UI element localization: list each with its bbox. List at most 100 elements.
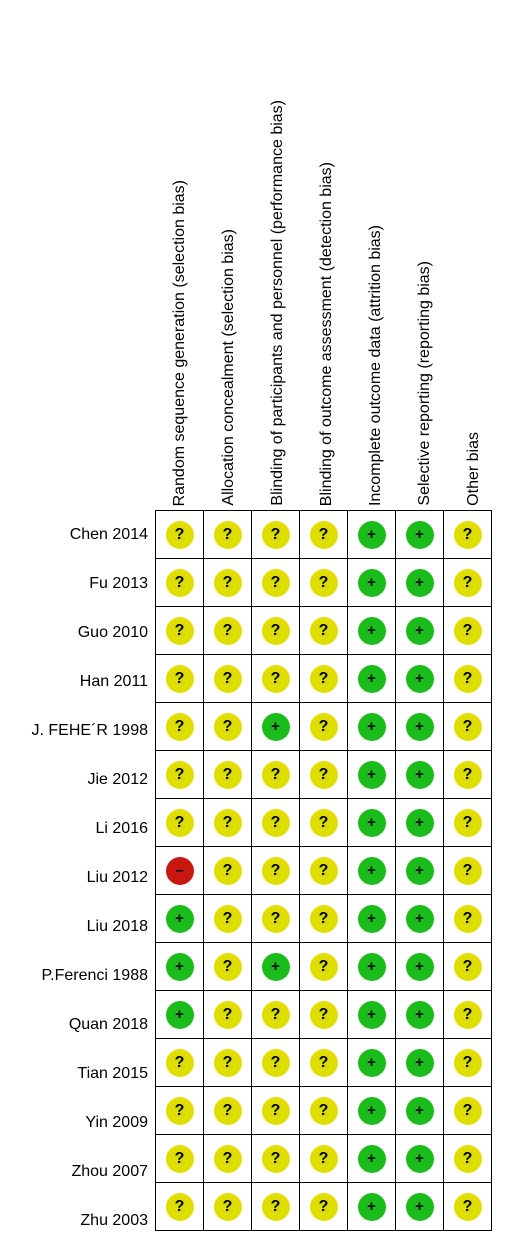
rating-cell: +	[395, 702, 444, 751]
table-row: ???? + +?	[155, 1038, 492, 1087]
table-row: ???? + +?	[155, 654, 492, 703]
unclear-risk-icon: ?	[213, 520, 242, 549]
unclear-risk-icon: ?	[309, 664, 338, 693]
rating-cell: ?	[203, 702, 252, 751]
rating-cell: ?	[203, 1086, 252, 1135]
rating-cell: +	[395, 654, 444, 703]
unclear-risk-icon: ?	[261, 760, 290, 789]
low-risk-icon: +	[357, 568, 386, 597]
unclear-risk-icon: ?	[261, 616, 290, 645]
study-label: Yin 2009	[85, 1114, 148, 1131]
rating-cell: ?	[251, 558, 300, 607]
table-row: ???? + +?	[155, 1182, 492, 1231]
low-risk-icon: +	[357, 1096, 386, 1125]
rating-cell: ?	[443, 654, 492, 703]
domain-header-label: Other bias	[465, 432, 482, 506]
low-risk-icon: +	[357, 520, 386, 549]
unclear-risk-icon: ?	[213, 1000, 242, 1029]
study-label: Liu 2012	[86, 869, 148, 886]
rating-cell: ?	[299, 558, 348, 607]
low-risk-icon: +	[405, 1096, 434, 1125]
risk-of-bias-grid: ???? + +????? + +????? + +????? + +??? +? + +????? +…	[155, 510, 492, 1231]
rating-cell: +	[395, 1086, 444, 1135]
low-risk-icon: +	[405, 904, 434, 933]
rating-cell: +	[347, 702, 396, 751]
rating-cell: ?	[203, 1134, 252, 1183]
unclear-risk-icon: ?	[261, 664, 290, 693]
unclear-risk-icon: ?	[309, 1000, 338, 1029]
rating-cell: +	[347, 654, 396, 703]
rating-cell: +	[347, 1182, 396, 1231]
unclear-risk-icon: ?	[261, 856, 290, 885]
unclear-risk-icon: ?	[453, 1000, 482, 1029]
rating-cell: ?	[443, 798, 492, 847]
unclear-risk-icon: ?	[165, 808, 194, 837]
rating-cell: +	[347, 990, 396, 1039]
unclear-risk-icon: ?	[165, 616, 194, 645]
rating-cell: ?	[155, 510, 204, 559]
rating-cell: ?	[443, 606, 492, 655]
rating-cell: +	[395, 510, 444, 559]
low-risk-icon: +	[405, 664, 434, 693]
rating-cell: +	[155, 894, 204, 943]
unclear-risk-icon: ?	[261, 808, 290, 837]
rating-cell: ?	[251, 606, 300, 655]
rating-cell: ?	[443, 990, 492, 1039]
unclear-risk-icon: ?	[213, 1048, 242, 1077]
rating-cell: +	[395, 846, 444, 895]
domain-header: Selective reporting (reporting bias)	[410, 0, 440, 506]
rating-cell: ?	[155, 1086, 204, 1135]
rating-cell: +	[347, 798, 396, 847]
low-risk-icon: +	[357, 712, 386, 741]
domain-header: Allocation concealment (selection bias)	[214, 0, 244, 506]
rating-cell: ?	[203, 654, 252, 703]
low-risk-icon: +	[357, 952, 386, 981]
rating-cell: +	[347, 846, 396, 895]
unclear-risk-icon: ?	[213, 568, 242, 597]
rating-cell: ?	[299, 1038, 348, 1087]
rating-cell: +	[395, 942, 444, 991]
unclear-risk-icon: ?	[213, 664, 242, 693]
rating-cell: +	[395, 894, 444, 943]
low-risk-icon: +	[405, 1144, 434, 1173]
rating-cell: ?	[299, 654, 348, 703]
rating-cell: ?	[299, 942, 348, 991]
low-risk-icon: +	[405, 808, 434, 837]
rating-cell: ?	[251, 1182, 300, 1231]
rating-cell: ?	[299, 798, 348, 847]
study-label: P.Ferenci 1988	[41, 967, 148, 984]
rating-cell: ?	[299, 702, 348, 751]
unclear-risk-icon: ?	[213, 904, 242, 933]
table-row: ???? + +?	[155, 510, 492, 559]
unclear-risk-icon: ?	[261, 520, 290, 549]
unclear-risk-icon: ?	[261, 1000, 290, 1029]
unclear-risk-icon: ?	[453, 1192, 482, 1221]
unclear-risk-icon: ?	[309, 1192, 338, 1221]
unclear-risk-icon: ?	[309, 1096, 338, 1125]
rating-cell: +	[347, 558, 396, 607]
unclear-risk-icon: ?	[165, 712, 194, 741]
unclear-risk-icon: ?	[261, 568, 290, 597]
unclear-risk-icon: ?	[453, 568, 482, 597]
unclear-risk-icon: ?	[309, 760, 338, 789]
unclear-risk-icon: ?	[165, 760, 194, 789]
rating-cell: ?	[203, 1182, 252, 1231]
rating-cell: ?	[443, 1182, 492, 1231]
unclear-risk-icon: ?	[453, 1048, 482, 1077]
low-risk-icon: +	[357, 664, 386, 693]
rating-cell: +	[347, 1086, 396, 1135]
rating-cell: +	[347, 1038, 396, 1087]
unclear-risk-icon: ?	[309, 904, 338, 933]
domain-header: Incomplete outcome data (attrition bias)	[361, 0, 391, 506]
low-risk-icon: +	[405, 568, 434, 597]
table-row: –??? + +?	[155, 846, 492, 895]
unclear-risk-icon: ?	[213, 712, 242, 741]
rating-cell: ?	[203, 510, 252, 559]
unclear-risk-icon: ?	[309, 520, 338, 549]
rating-cell: +	[347, 942, 396, 991]
rating-cell: ?	[251, 894, 300, 943]
rating-cell: ?	[443, 750, 492, 799]
unclear-risk-icon: ?	[261, 1192, 290, 1221]
unclear-risk-icon: ?	[453, 664, 482, 693]
